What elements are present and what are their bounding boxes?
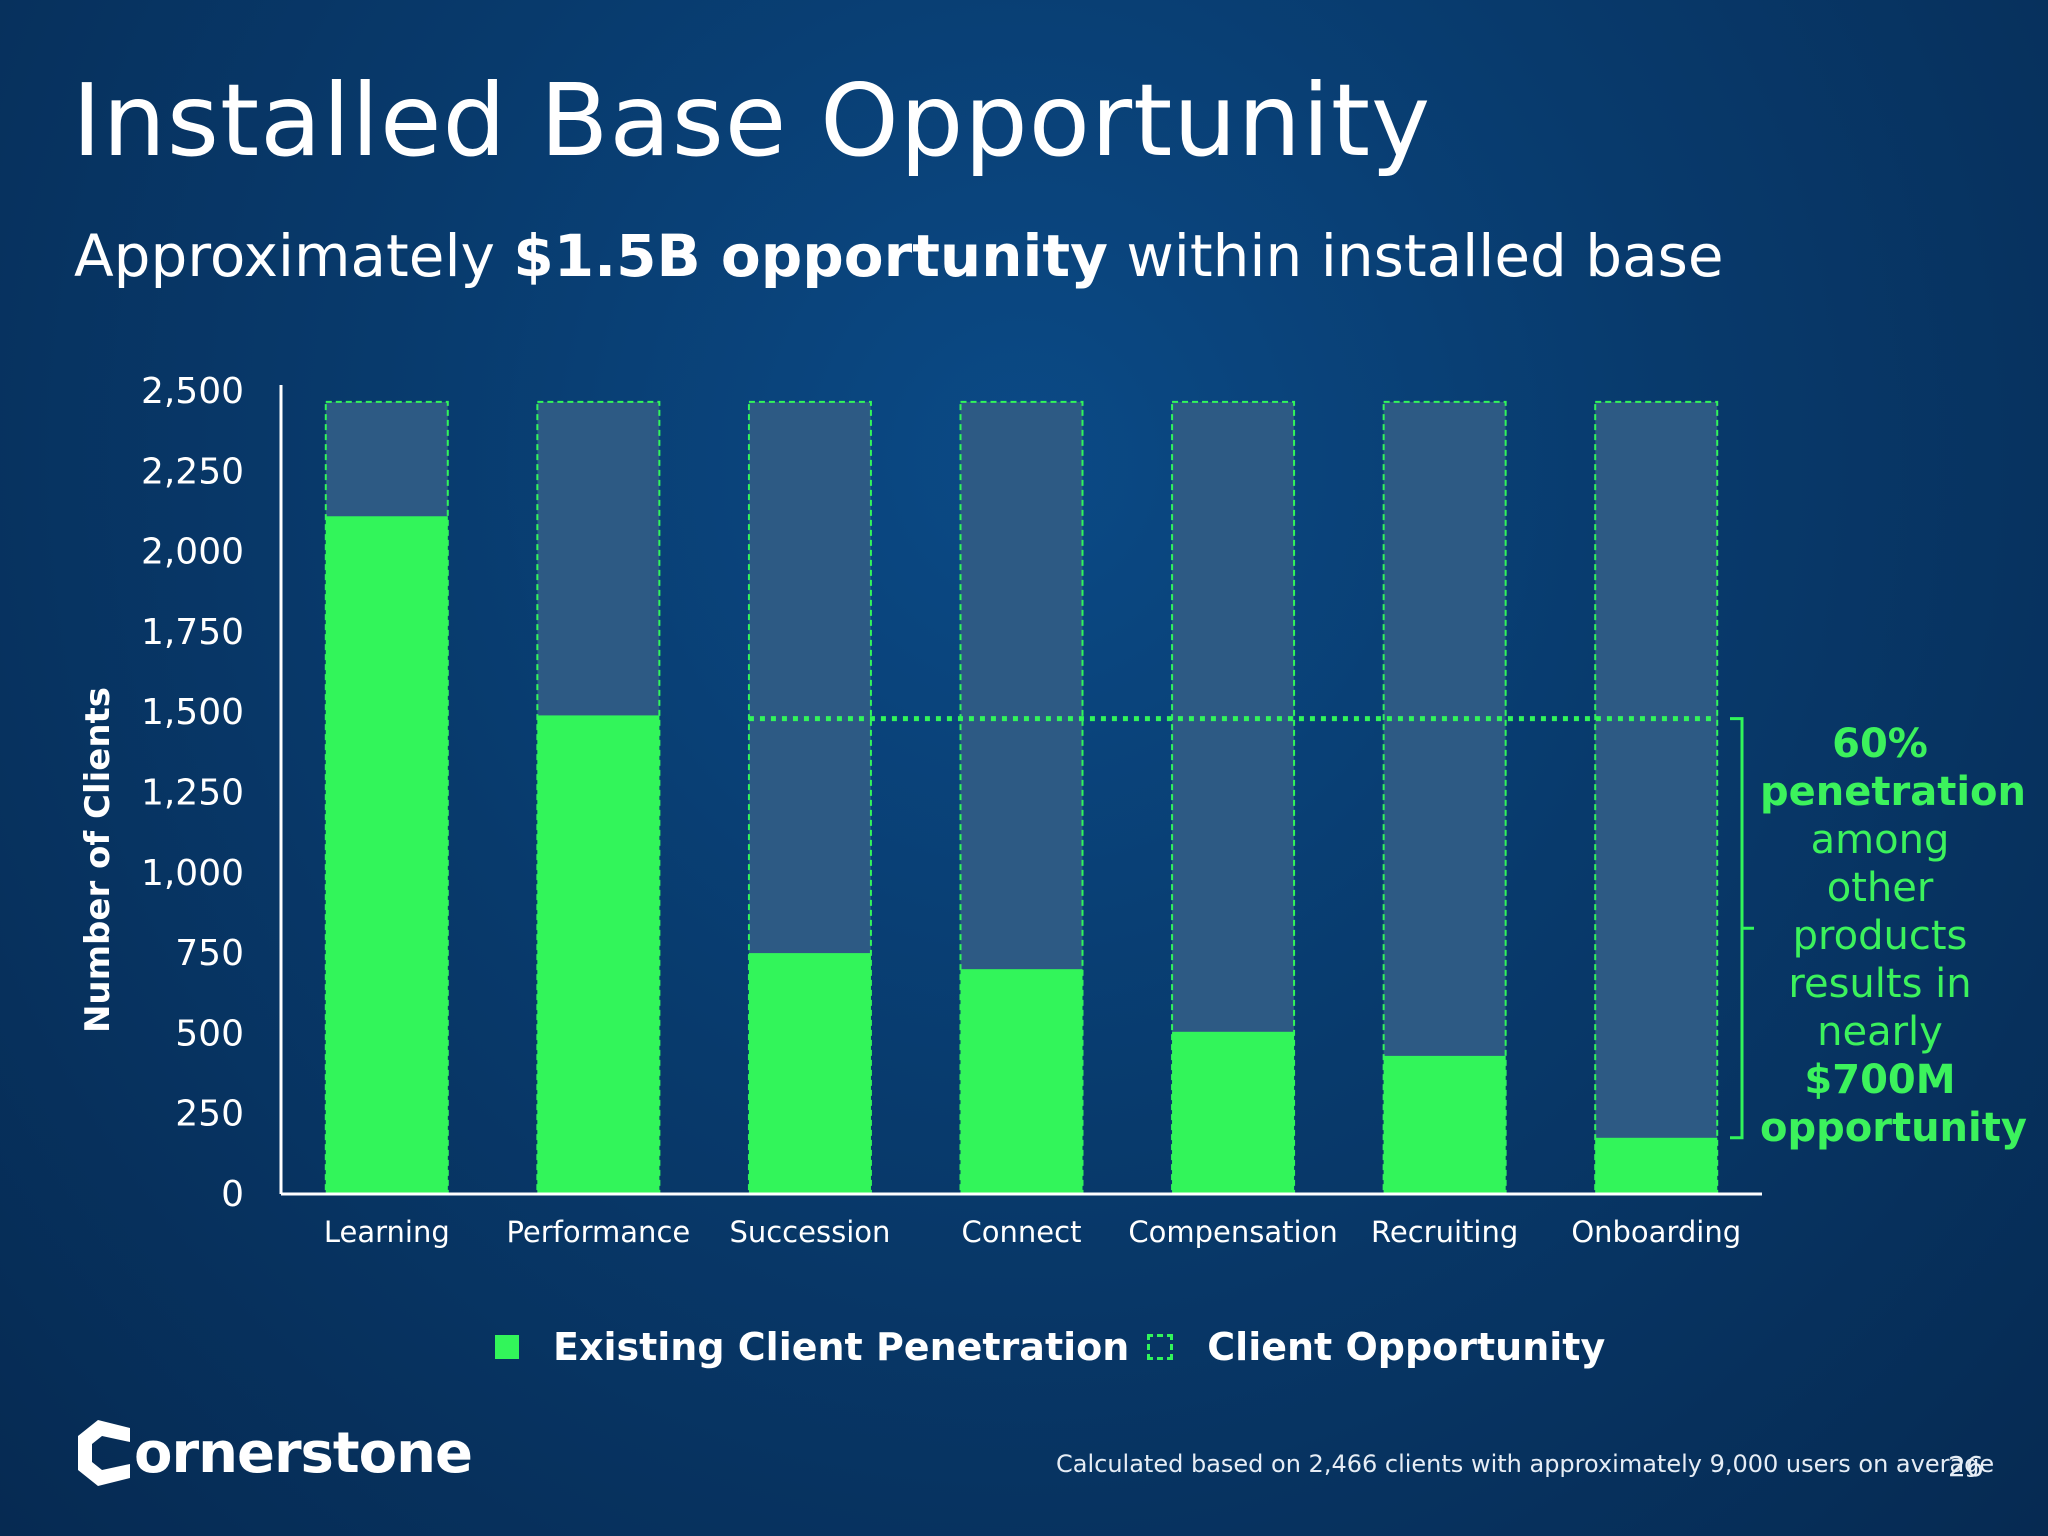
slide-title: Installed Base Opportunity xyxy=(72,62,1432,179)
x-tick-label: Onboarding xyxy=(1571,1215,1741,1249)
opportunity-bar xyxy=(1594,400,1719,1196)
x-tick-label: Connect xyxy=(962,1215,1082,1249)
slide-subtitle: Approximately $1.5B opportunity within i… xyxy=(74,222,1724,290)
footnote: Calculated based on 2,466 clients with a… xyxy=(1056,1450,1995,1478)
x-tick-label: Performance xyxy=(506,1215,690,1249)
y-tick-label: 2,000 xyxy=(141,532,244,573)
penetration-callout: 60% penetration among other products res… xyxy=(1760,720,2027,1152)
existing-bar xyxy=(325,516,448,1194)
legend-label-existing: Existing Client Penetration xyxy=(553,1325,1130,1369)
y-tick-label: 0 xyxy=(221,1174,244,1215)
subtitle-prefix: Approximately xyxy=(74,222,514,290)
penetration-bar-chart: Learning Performance Succession Connect Comp… xyxy=(141,371,1754,1249)
x-tick-label: Recruiting xyxy=(1371,1215,1518,1249)
x-tick-label: Succession xyxy=(729,1215,890,1249)
cornerstone-c-icon xyxy=(78,1420,130,1486)
y-tick-label: 1,000 xyxy=(141,853,244,894)
subtitle-bold: $1.5B opportunity xyxy=(513,222,1108,290)
callout-line-1: 60% xyxy=(1832,721,1928,767)
y-tick-label: 500 xyxy=(175,1013,244,1054)
x-tick-label: Learning xyxy=(324,1215,450,1249)
callout-line-2: penetration xyxy=(1760,769,2026,815)
callout-line-9: opportunity xyxy=(1760,1105,2027,1151)
existing-bar xyxy=(1383,1055,1506,1194)
callout-line-7: nearly xyxy=(1817,1009,1943,1055)
callout-line-4: other xyxy=(1826,865,1934,911)
callout-bracket xyxy=(1730,717,1754,1140)
callout-line-6: results in xyxy=(1788,961,1972,1007)
y-tick-label: 2,250 xyxy=(141,451,244,492)
legend-label-opportunity: Client Opportunity xyxy=(1207,1325,1606,1369)
callout-line-3: among xyxy=(1810,817,1950,863)
y-axis-title: Number of Clients xyxy=(78,686,118,1034)
y-tick-label: 1,500 xyxy=(141,692,244,733)
existing-bar xyxy=(1595,1137,1718,1194)
callout-line-5: products xyxy=(1792,913,1968,959)
y-tick-label: 1,750 xyxy=(141,612,244,653)
page-number: 26 xyxy=(1948,1450,1984,1483)
y-tick-label: 250 xyxy=(175,1094,244,1135)
chart-legend: Existing Client Penetration Client Oppor… xyxy=(495,1322,1605,1372)
existing-bar xyxy=(748,953,871,1194)
existing-bar xyxy=(960,969,1083,1194)
subtitle-suffix: within installed base xyxy=(1107,222,1724,290)
existing-bar xyxy=(1172,1031,1295,1194)
legend-swatch-opportunity xyxy=(1147,1334,1174,1360)
callout-line-8: $700M xyxy=(1804,1057,1956,1103)
y-tick-label: 750 xyxy=(175,933,244,974)
existing-bar xyxy=(537,715,660,1194)
logo-wordmark: ornerstone xyxy=(134,1420,473,1486)
cornerstone-logo: ornerstone xyxy=(76,1420,473,1486)
legend-swatch-existing xyxy=(495,1335,519,1359)
y-tick-label: 1,250 xyxy=(141,773,244,814)
y-tick-label: 2,500 xyxy=(141,371,244,412)
x-tick-label: Compensation xyxy=(1128,1215,1337,1249)
